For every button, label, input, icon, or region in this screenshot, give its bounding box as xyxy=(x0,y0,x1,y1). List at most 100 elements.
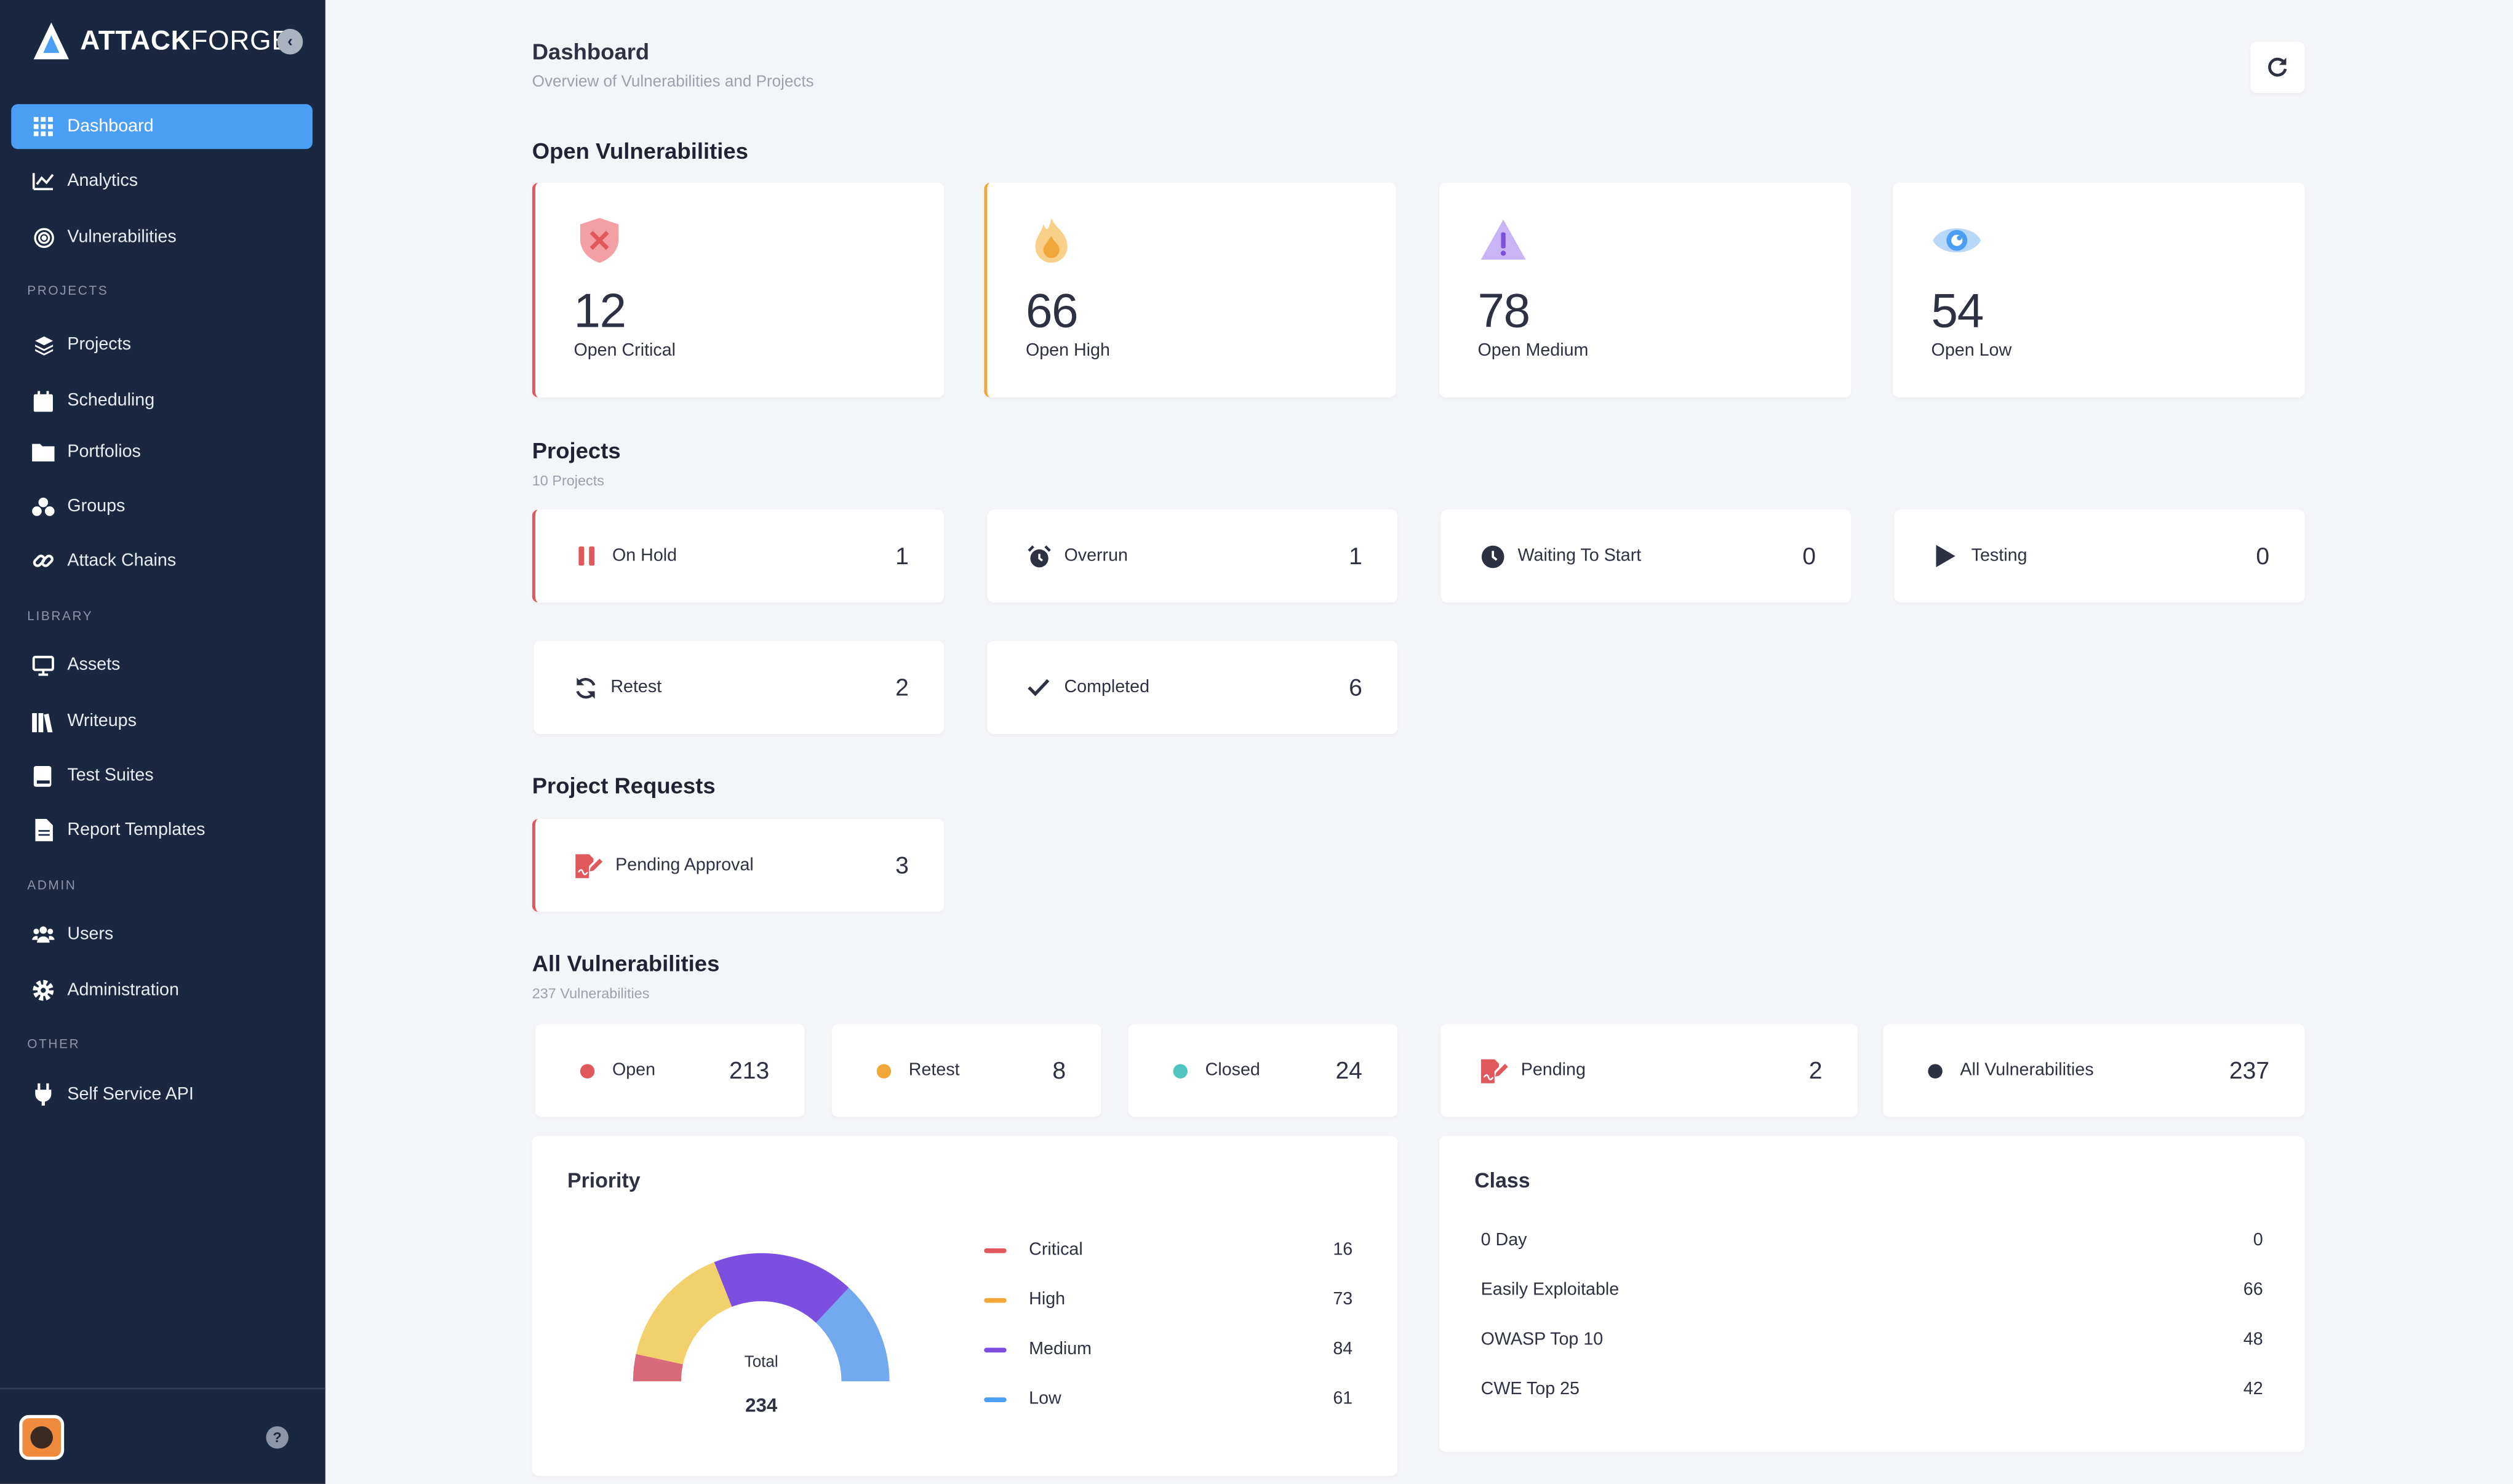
refresh-button[interactable] xyxy=(2250,41,2305,94)
open-medium-card[interactable]: 78 Open Medium xyxy=(1439,182,1852,397)
request-label: Pending Approval xyxy=(615,855,754,876)
project-status-testing[interactable]: Testing 0 xyxy=(1894,509,2305,603)
sidebar-item-attack-chains[interactable]: Attack Chains xyxy=(11,538,313,583)
gauge-slice-critical[interactable] xyxy=(633,1354,683,1382)
sidebar-item-groups[interactable]: Groups xyxy=(11,484,313,529)
gauge-slice-low[interactable] xyxy=(816,1287,890,1382)
priority-title: Priority xyxy=(567,1168,641,1192)
flame-icon xyxy=(1035,218,1068,263)
file-icon xyxy=(32,818,54,842)
sidebar-item-test-suites[interactable]: Test Suites xyxy=(11,753,313,798)
vuln-status-retest[interactable]: Retest 8 xyxy=(831,1024,1101,1117)
legend-label: Critical xyxy=(1029,1240,1083,1260)
sidebar-item-self-service-api[interactable]: Self Service API xyxy=(11,1072,313,1117)
sidebar-item-vulnerabilities[interactable]: Vulnerabilities xyxy=(11,215,313,260)
eye-icon xyxy=(1933,228,1981,253)
status-label: On Hold xyxy=(612,546,677,566)
gauge-slice-high[interactable] xyxy=(636,1262,732,1365)
open-medium-count: 78 xyxy=(1477,285,1530,338)
groups-icon xyxy=(32,495,55,517)
users-icon xyxy=(32,923,55,945)
open-critical-count: 12 xyxy=(573,285,626,338)
project-requests-heading: Project Requests xyxy=(532,772,716,799)
priority-legend-high[interactable]: High 73 xyxy=(984,1287,1352,1312)
vuln-status-all[interactable]: All Vulnerabilities 237 xyxy=(1883,1024,2305,1117)
grid-icon xyxy=(32,116,54,138)
legend-label: High xyxy=(1029,1290,1066,1309)
open-medium-label: Open Medium xyxy=(1477,341,1589,361)
sidebar-item-analytics[interactable]: Analytics xyxy=(11,159,313,204)
class-row-owasp-top-10[interactable]: OWASP Top 10 48 xyxy=(1481,1330,2263,1349)
status-dot-icon xyxy=(1167,1058,1193,1083)
sidebar-item-dashboard[interactable]: Dashboard xyxy=(11,104,313,150)
class-row-cwe-top-25[interactable]: CWE Top 25 42 xyxy=(1481,1380,2263,1399)
status-label: Retest xyxy=(610,677,662,698)
clock-icon xyxy=(1479,543,1505,569)
vuln-status-pending[interactable]: Pending 2 xyxy=(1440,1024,1858,1117)
priority-total-value: 234 xyxy=(745,1394,778,1417)
warning-icon xyxy=(1480,219,1526,260)
sidebar-item-label: Administration xyxy=(67,981,179,1000)
sidebar-item-report-templates[interactable]: Report Templates xyxy=(11,808,313,853)
class-value: 66 xyxy=(2243,1280,2263,1300)
priority-legend-medium[interactable]: Medium 84 xyxy=(984,1336,1352,1362)
open-critical-label: Open Critical xyxy=(573,341,676,361)
project-request-pending-approval[interactable]: Pending Approval 3 xyxy=(532,818,945,912)
priority-gauge-chart xyxy=(633,1253,890,1382)
target-icon xyxy=(32,226,54,248)
project-status-overrun[interactable]: Overrun 1 xyxy=(987,509,1398,603)
folder-icon xyxy=(32,441,55,463)
class-row-0-day[interactable]: 0 Day 0 xyxy=(1481,1231,2263,1250)
status-label: Open xyxy=(612,1061,656,1080)
sidebar-item-scheduling[interactable]: Scheduling xyxy=(11,378,313,423)
status-label: Pending xyxy=(1520,1061,1586,1080)
sidebar-item-administration[interactable]: Administration xyxy=(11,968,313,1013)
status-label: Closed xyxy=(1205,1061,1260,1080)
logo-text-bold: ATTACK xyxy=(80,25,191,57)
class-row-easily-exploitable[interactable]: Easily Exploitable 66 xyxy=(1481,1280,2263,1299)
vuln-status-open[interactable]: Open 213 xyxy=(535,1024,805,1117)
status-count: 6 xyxy=(1349,674,1362,701)
sidebar-item-portfolios[interactable]: Portfolios xyxy=(11,429,313,474)
open-low-card[interactable]: 54 Open Low xyxy=(1893,182,2305,397)
signature-icon xyxy=(573,853,602,879)
sidebar-item-label: Scheduling xyxy=(67,391,155,410)
status-count: 213 xyxy=(729,1056,770,1085)
page-subtitle: Overview of Vulnerabilities and Projects xyxy=(532,73,814,92)
status-label: Retest xyxy=(908,1061,960,1080)
check-icon xyxy=(1026,675,1052,701)
sidebar-item-projects[interactable]: Projects xyxy=(11,322,313,367)
logo-text-light: FORGE xyxy=(191,25,290,57)
sidebar-item-label: Projects xyxy=(67,335,131,354)
priority-legend-low[interactable]: Low 61 xyxy=(984,1386,1352,1412)
sidebar-item-label: Analytics xyxy=(67,171,138,191)
sidebar-item-label: Writeups xyxy=(67,711,137,731)
class-label: OWASP Top 10 xyxy=(1480,1330,1604,1350)
status-count: 1 xyxy=(895,542,909,570)
section-label-other: OTHER xyxy=(27,1037,81,1051)
sidebar-item-users[interactable]: Users xyxy=(11,912,313,957)
collapse-sidebar-icon[interactable]: ‹ xyxy=(277,28,303,55)
class-value: 48 xyxy=(2243,1330,2263,1350)
layers-icon xyxy=(32,333,54,356)
link-icon xyxy=(32,549,54,572)
gauge-slice-medium[interactable] xyxy=(714,1253,849,1323)
user-avatar[interactable] xyxy=(19,1414,65,1460)
open-high-card[interactable]: 66 Open High xyxy=(984,182,1396,397)
status-dot-icon xyxy=(1922,1058,1948,1083)
project-status-completed[interactable]: Completed 6 xyxy=(987,640,1398,734)
project-status-waiting-to-start[interactable]: Waiting To Start 0 xyxy=(1440,509,1852,603)
sidebar-item-assets[interactable]: Assets xyxy=(11,642,313,687)
project-status-retest[interactable]: Retest 2 xyxy=(533,640,945,734)
vuln-status-closed[interactable]: Closed 24 xyxy=(1128,1024,1398,1117)
app-logo[interactable]: ATTACKFORGE xyxy=(32,19,290,64)
class-label: Easily Exploitable xyxy=(1480,1280,1620,1300)
status-count: 8 xyxy=(1052,1056,1066,1085)
priority-legend-critical[interactable]: Critical 16 xyxy=(984,1237,1352,1263)
help-icon[interactable]: ? xyxy=(266,1426,289,1449)
status-count: 1 xyxy=(1349,542,1362,570)
project-status-on-hold[interactable]: On Hold 1 xyxy=(532,509,945,603)
sidebar-item-label: Attack Chains xyxy=(67,551,177,571)
open-critical-card[interactable]: 12 Open Critical xyxy=(532,182,945,397)
sidebar-item-writeups[interactable]: Writeups xyxy=(11,699,313,744)
